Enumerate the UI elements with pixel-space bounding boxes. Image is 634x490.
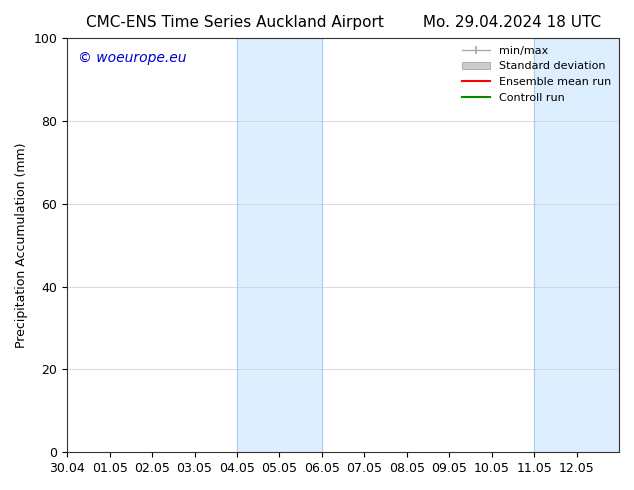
Y-axis label: Precipitation Accumulation (mm): Precipitation Accumulation (mm) <box>15 143 28 348</box>
Title: CMC-ENS Time Series Auckland Airport        Mo. 29.04.2024 18 UTC: CMC-ENS Time Series Auckland Airport Mo.… <box>86 15 600 30</box>
Legend: min/max, Standard deviation, Ensemble mean run, Controll run: min/max, Standard deviation, Ensemble me… <box>458 42 616 107</box>
Bar <box>534 38 619 452</box>
Text: © woeurope.eu: © woeurope.eu <box>78 50 186 65</box>
Bar <box>237 38 322 452</box>
